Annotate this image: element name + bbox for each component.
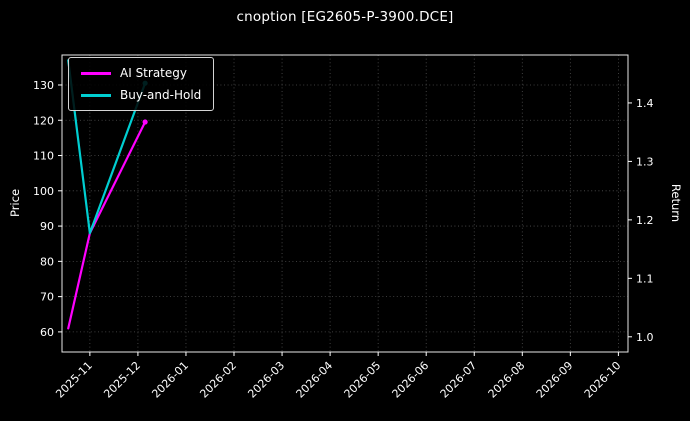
left-y-tick-label: 60 bbox=[40, 326, 54, 339]
x-tick-label: 2026-03 bbox=[245, 359, 287, 401]
left-y-tick-label: 130 bbox=[33, 79, 54, 92]
right-y-tick-label: 1.2 bbox=[636, 214, 654, 227]
x-tick-label: 2026-10 bbox=[582, 359, 624, 401]
legend-label-buy-and-hold: Buy-and-Hold bbox=[120, 88, 202, 102]
legend-item-buy-and-hold: Buy-and-Hold bbox=[81, 88, 201, 102]
left-y-tick-label: 90 bbox=[40, 220, 54, 233]
x-tick-label: 2025-12 bbox=[101, 359, 143, 401]
left-y-tick-label: 80 bbox=[40, 255, 54, 268]
right-y-tick-label: 1.3 bbox=[636, 155, 654, 168]
x-tick-label: 2026-06 bbox=[390, 359, 432, 401]
x-tick-label: 2026-07 bbox=[438, 359, 480, 401]
right-y-tick-label: 1.0 bbox=[636, 331, 654, 344]
ai-strategy-line-swatch bbox=[81, 71, 111, 75]
left-y-tick-label: 120 bbox=[33, 114, 54, 127]
legend-label-ai-strategy: AI Strategy bbox=[120, 66, 187, 80]
right-y-tick-label: 1.4 bbox=[636, 97, 654, 110]
left-y-tick-label: 110 bbox=[33, 150, 54, 163]
x-tick-label: 2026-08 bbox=[486, 359, 528, 401]
legend-item-ai-strategy: AI Strategy bbox=[81, 66, 201, 80]
ai-strategy-endpoint bbox=[142, 119, 148, 125]
legend: AI Strategy Buy-and-Hold bbox=[68, 57, 215, 111]
buy-and-hold-line bbox=[67, 59, 147, 235]
x-tick-label: 2026-04 bbox=[294, 359, 336, 401]
buy-and-hold-line-swatch bbox=[81, 93, 111, 97]
plot-frame bbox=[61, 54, 629, 353]
chart-title: cnoption [EG2605-P-3900.DCE] bbox=[236, 9, 454, 25]
x-tick-label: 2026-02 bbox=[197, 359, 239, 401]
left-y-tick-label: 70 bbox=[40, 291, 54, 304]
x-tick-label: 2026-09 bbox=[534, 359, 576, 401]
x-tick-label: 2026-05 bbox=[342, 359, 384, 401]
x-tick-label: 2025-11 bbox=[53, 359, 95, 401]
left-y-tick-label: 100 bbox=[33, 185, 54, 198]
right-y-tick-label: 1.1 bbox=[636, 272, 654, 285]
x-tick-label: 2026-01 bbox=[149, 359, 191, 401]
